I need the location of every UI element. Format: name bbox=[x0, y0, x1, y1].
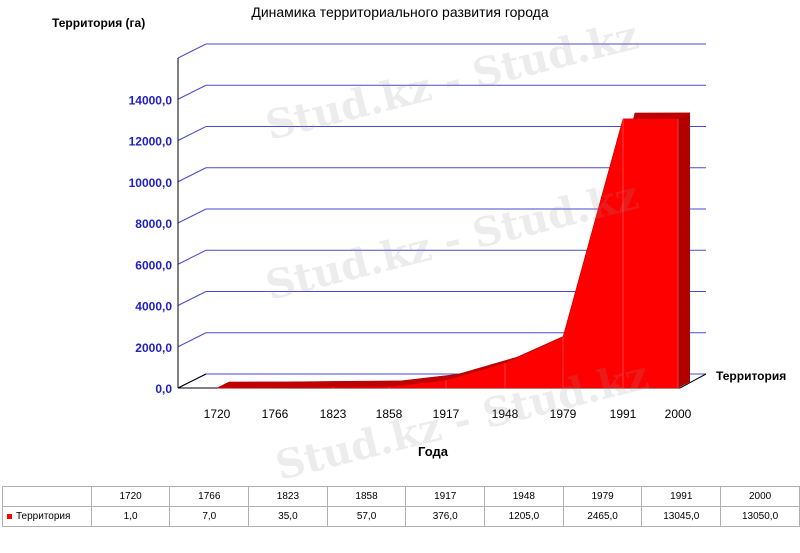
data-table-year-cell: 1948 bbox=[484, 486, 564, 507]
y-tick-label: 12000,0 bbox=[129, 135, 173, 149]
data-table-series-name: Территория bbox=[16, 511, 71, 522]
y-tick-label: 0,0 bbox=[155, 382, 172, 396]
gridline-depth bbox=[177, 291, 207, 306]
data-table-year-cell: 2000 bbox=[720, 486, 800, 507]
data-table: 1720 1766 1823 1858 1917 1948 1979 1991 2000 Тер… bbox=[2, 486, 800, 527]
x-tick-label: 1858 bbox=[376, 407, 403, 421]
series-label: Территория bbox=[716, 369, 787, 383]
data-table-year-cell: 1858 bbox=[326, 486, 407, 507]
y-tick-label: 4000,0 bbox=[135, 300, 172, 314]
series-area bbox=[216, 118, 679, 389]
x-tick-label: 2000 bbox=[665, 407, 692, 421]
data-table-value-cell: 35,0 bbox=[248, 506, 328, 527]
x-tick-label: 1823 bbox=[320, 407, 347, 421]
data-table-corner bbox=[2, 486, 92, 507]
gridline-depth bbox=[177, 167, 207, 183]
x-axis-title: Года bbox=[418, 444, 448, 459]
data-table-year-cell: 1720 bbox=[90, 486, 171, 507]
y-tick-label: 10000,0 bbox=[129, 176, 173, 190]
x-tick-label: 1948 bbox=[492, 407, 519, 421]
x-tick-label: 1720 bbox=[204, 407, 231, 421]
data-table-value-cell: 57,0 bbox=[326, 506, 407, 527]
x-tick-label: 1766 bbox=[262, 407, 289, 421]
data-table-value-cell: 376,0 bbox=[405, 506, 486, 527]
data-table-year-cell: 1766 bbox=[169, 486, 250, 507]
series-area-side bbox=[678, 112, 690, 388]
data-table-value-cell: 7,0 bbox=[169, 506, 250, 527]
data-table-year-cell: 1917 bbox=[405, 486, 486, 507]
data-table-value-cell: 2465,0 bbox=[562, 506, 643, 527]
data-table-header-row: 1720 1766 1823 1858 1917 1948 1979 1991 2000 bbox=[2, 486, 800, 507]
legend-swatch bbox=[7, 513, 12, 519]
y-tick-label: 2000,0 bbox=[135, 341, 172, 355]
y-tick-label: 6000,0 bbox=[135, 258, 172, 272]
y-tick-label: 14000,0 bbox=[129, 93, 173, 107]
y-axis-title: Территория (га) bbox=[52, 16, 146, 30]
chart-title: Динамика территориального развития город… bbox=[251, 4, 549, 20]
data-table-year-cell: 1979 bbox=[562, 486, 643, 507]
data-table-value-row: Территория 1,0 7,0 35,0 57,0 376,0 1205,0 2465… bbox=[2, 506, 800, 527]
data-table-value-cell: 13045,0 bbox=[641, 506, 722, 527]
gridline-depth bbox=[177, 332, 207, 348]
gridline-depth bbox=[177, 208, 207, 224]
data-table-row-label: Территория bbox=[2, 506, 92, 527]
data-table-value-cell: 1205,0 bbox=[484, 506, 564, 527]
data-table-year-cell: 1823 bbox=[248, 486, 328, 507]
gridline-depth bbox=[177, 126, 207, 141]
data-table-value-cell: 1,0 bbox=[90, 506, 171, 527]
gridline-depth bbox=[177, 43, 207, 59]
x-tick-label: 1917 bbox=[433, 407, 460, 421]
data-table-year-cell: 1991 bbox=[641, 486, 722, 507]
gridline-depth bbox=[177, 249, 207, 265]
area-chart: 0,0 2000,0 4000,0 6000,0 8000,0 10000,0 12000,… bbox=[129, 43, 707, 421]
floor-right-line bbox=[679, 373, 707, 389]
gridline-depth bbox=[177, 84, 207, 100]
floor-depth-line bbox=[177, 373, 207, 389]
x-tick-label: 1991 bbox=[610, 407, 637, 421]
data-table-value-cell: 13050,0 bbox=[720, 506, 800, 527]
x-tick-label: 1979 bbox=[550, 407, 577, 421]
y-tick-label: 8000,0 bbox=[135, 217, 172, 231]
